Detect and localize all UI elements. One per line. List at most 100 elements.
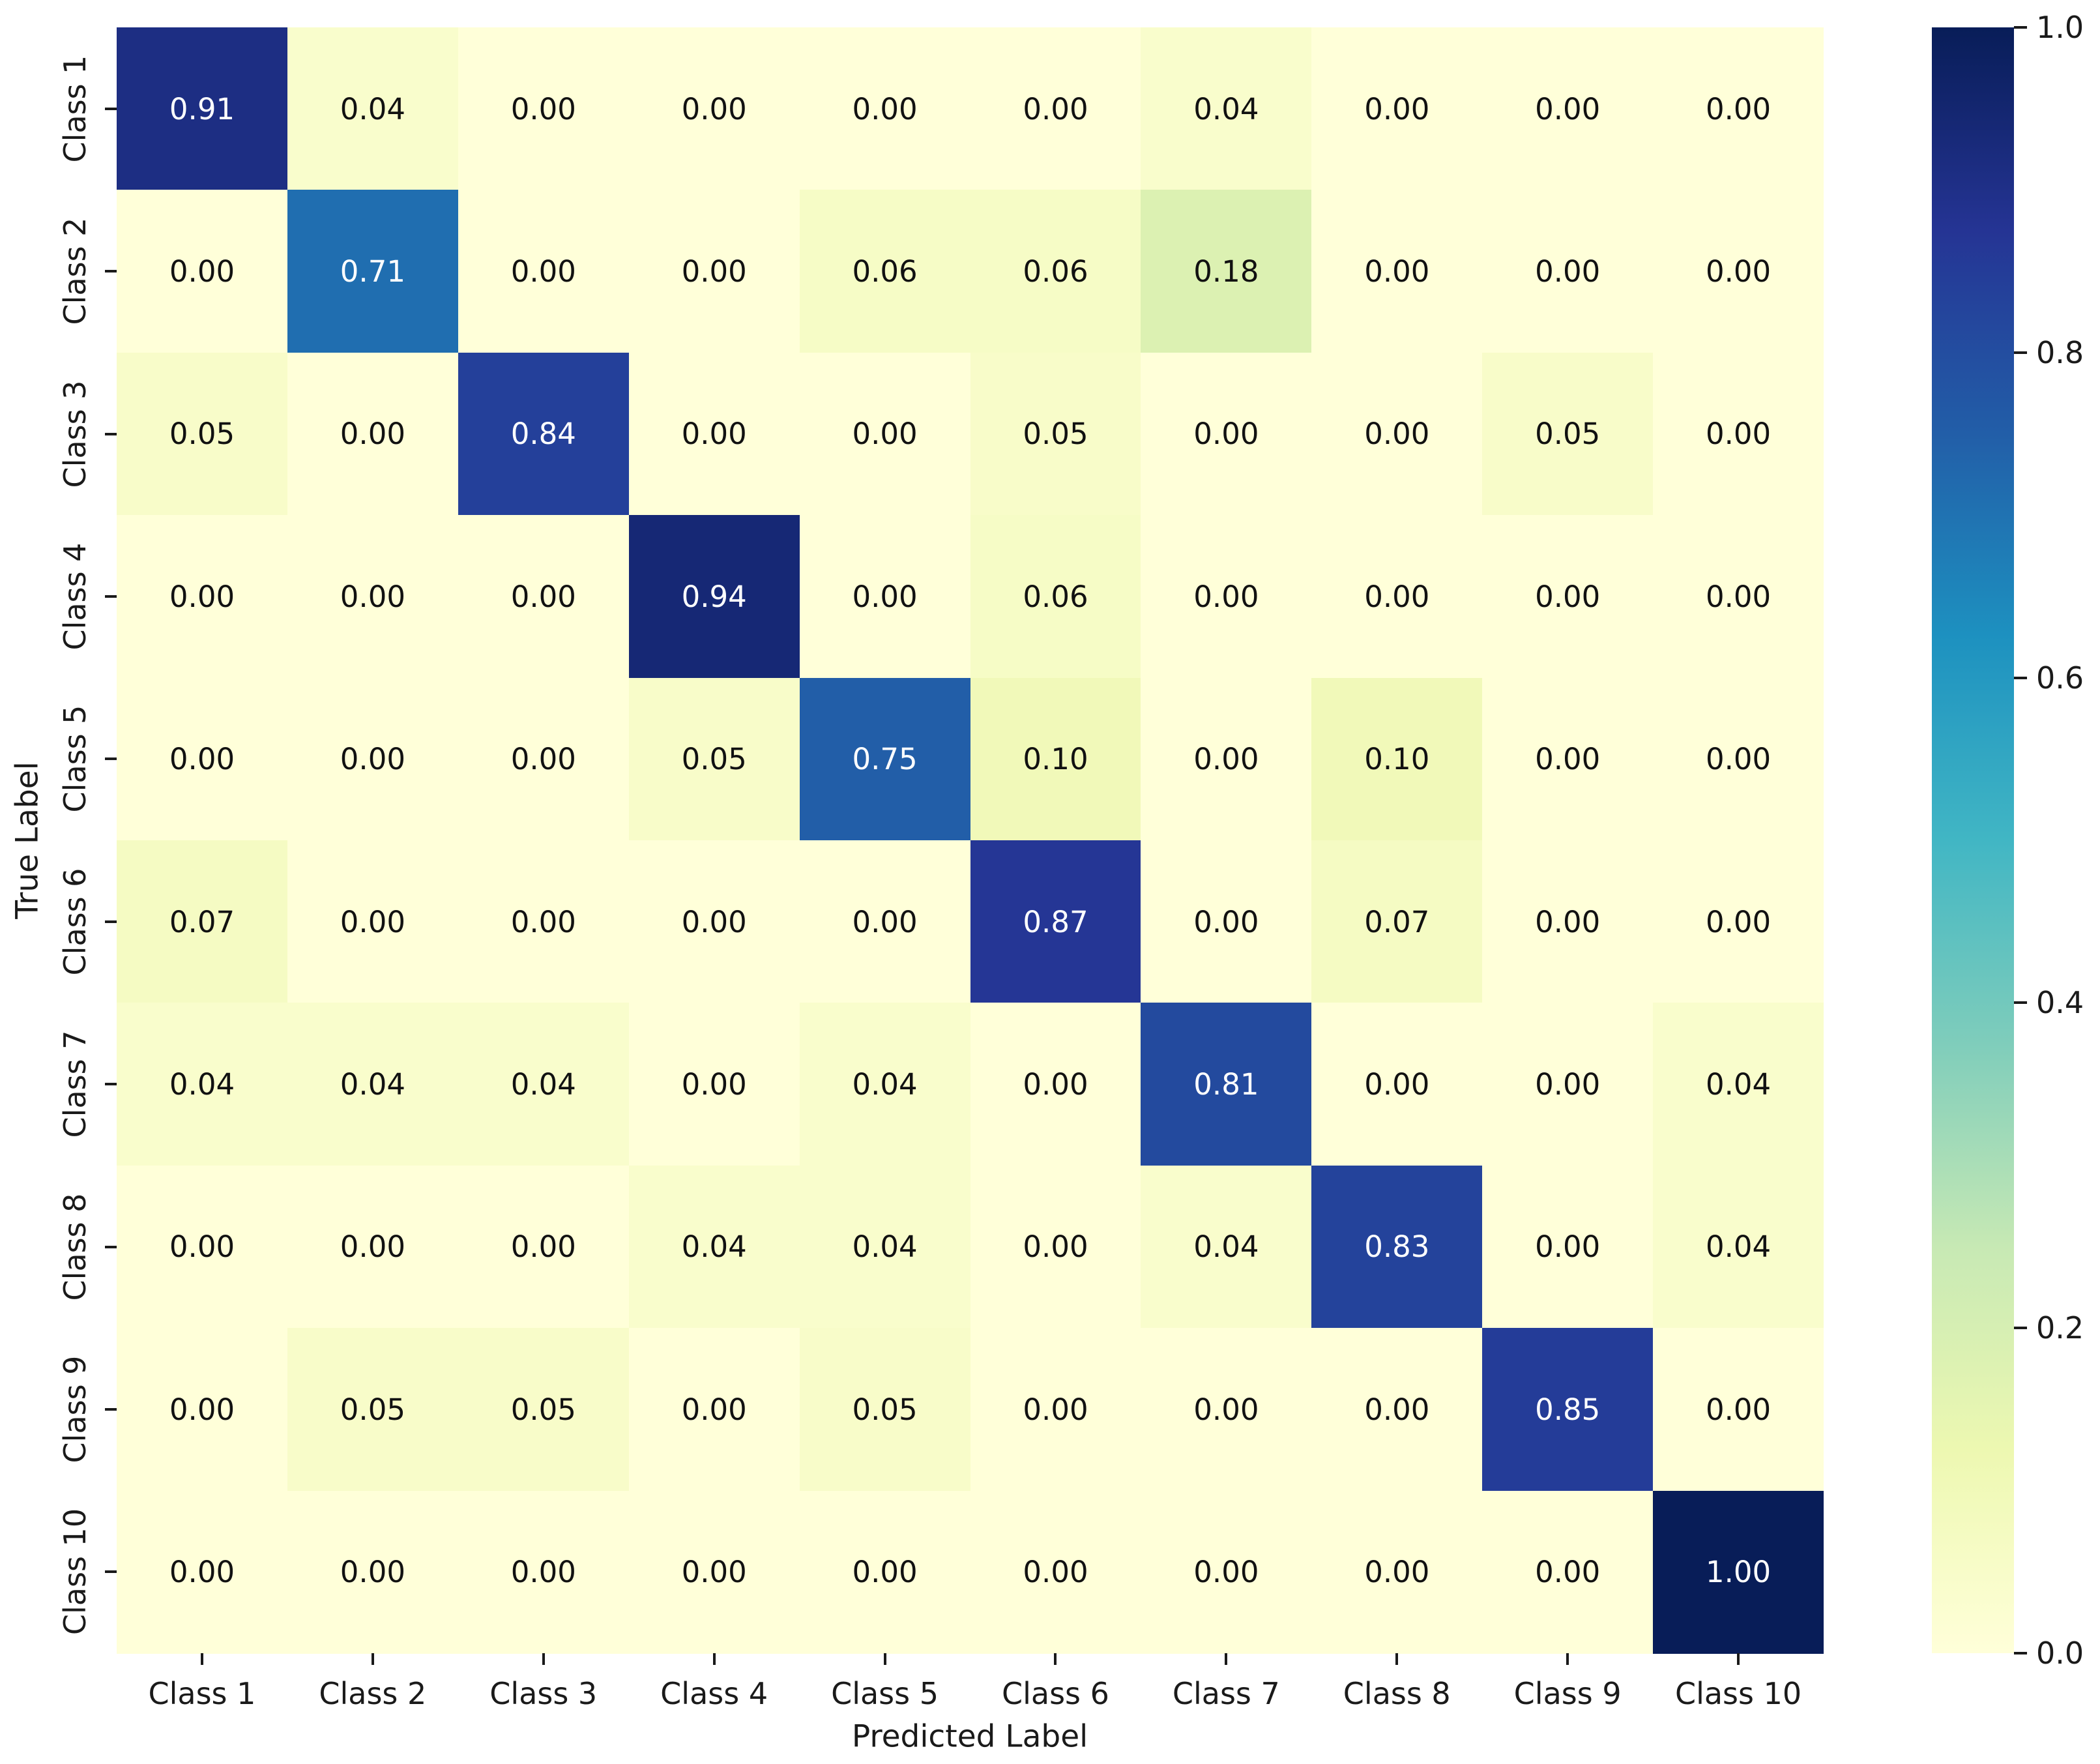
heatmap-cell: 0.04 [1141,27,1312,190]
x-tick-mark [542,1653,545,1665]
y-tick-mark [105,1407,117,1411]
cell-value: 0.00 [1193,579,1259,614]
heatmap-cell: 0.06 [970,515,1141,679]
cell-value: 0.00 [1023,1066,1088,1102]
heatmap-cell: 0.04 [1141,1165,1312,1329]
cell-value: 0.05 [340,1392,405,1427]
heatmap-cell: 0.00 [458,677,629,841]
cell-value: 0.04 [510,1066,576,1102]
cell-value: 0.04 [1705,1229,1772,1265]
heatmap-cell: 0.00 [287,840,458,1003]
colorbar-tick-mark [2014,351,2027,354]
cell-value: 0.00 [1364,417,1430,452]
cell-value: 0.71 [340,254,405,289]
colorbar-tick-label: 0.0 [2036,1636,2084,1671]
cell-value: 0.04 [1705,1066,1772,1102]
cell-value: 0.06 [852,254,918,289]
heatmap-cell: 0.00 [117,1490,287,1654]
heatmap-cell: 0.07 [1311,840,1483,1003]
heatmap-cell: 0.00 [287,1490,458,1654]
cell-value: 0.00 [340,1229,405,1265]
cell-value: 0.00 [1705,579,1772,614]
cell-value: 0.00 [1364,254,1430,289]
cell-value: 0.04 [1193,91,1259,126]
heatmap-cell: 0.06 [970,190,1141,353]
heatmap-cell: 0.00 [117,515,287,679]
cell-value: 0.00 [510,579,576,614]
heatmap-cell: 0.10 [970,677,1141,841]
heatmap-cell: 0.94 [628,515,800,679]
y-tick-mark [105,270,117,273]
cell-value: 0.00 [1535,91,1601,126]
colorbar-tick-label: 0.6 [2036,660,2084,696]
colorbar-tick-label: 1.0 [2036,10,2084,45]
heatmap-cell: 0.00 [1653,515,1824,679]
heatmap-cell: 0.05 [117,352,287,516]
cell-value: 0.07 [1364,904,1430,939]
heatmap-cell: 0.00 [458,190,629,353]
x-tick-mark [200,1653,203,1665]
cell-value: 0.00 [169,1229,235,1265]
cell-value: 0.83 [1364,1229,1430,1265]
heatmap-cell: 0.00 [799,352,970,516]
y-tick-mark [105,432,117,435]
heatmap-cell: 0.00 [117,677,287,841]
heatmap-cell: 0.84 [458,352,629,516]
y-tick-label: Class 4 [57,542,93,651]
cell-value: 0.07 [169,904,235,939]
heatmap-cell: 0.00 [287,1165,458,1329]
cell-value: 0.75 [852,742,918,777]
cell-value: 0.00 [1705,1392,1772,1427]
y-tick-label: Class 3 [57,380,93,488]
x-tick-label: Class 1 [148,1676,256,1711]
heatmap-cell: 0.00 [1482,840,1654,1003]
y-axis-title: True Label [9,761,46,919]
cell-value: 0.00 [852,91,918,126]
heatmap-cell: 0.00 [287,352,458,516]
cell-value: 0.00 [1364,579,1430,614]
heatmap-cell: 0.00 [287,677,458,841]
heatmap-cell: 0.00 [1482,190,1654,353]
cell-value: 0.04 [852,1066,918,1102]
heatmap-cell: 0.00 [1653,840,1824,1003]
cell-value: 0.00 [1193,1392,1259,1427]
cell-value: 0.00 [1023,1555,1088,1590]
heatmap-cell: 0.00 [1653,677,1824,841]
heatmap-cell: 0.00 [1141,352,1312,516]
heatmap-cell: 0.00 [1653,1328,1824,1492]
y-tick-label: Class 5 [57,705,93,813]
heatmap-cell: 0.00 [1482,1003,1654,1166]
heatmap-cell: 0.04 [287,1003,458,1166]
heatmap-cell: 0.18 [1141,190,1312,353]
cell-value: 0.04 [340,91,405,126]
heatmap-cell: 0.00 [1482,27,1654,190]
cell-value: 0.04 [340,1066,405,1102]
cell-value: 0.00 [340,579,405,614]
cell-value: 0.85 [1535,1392,1601,1427]
heatmap-cell: 0.00 [117,1328,287,1492]
cell-value: 0.00 [1705,904,1772,939]
x-tick-label: Class 4 [660,1676,768,1711]
cell-value: 0.00 [681,904,747,939]
heatmap-cell: 0.00 [628,1490,800,1654]
cell-value: 0.00 [681,417,747,452]
x-tick-mark [712,1653,716,1665]
heatmap-cell: 0.00 [970,1490,1141,1654]
heatmap-cell: 0.83 [1311,1165,1483,1329]
cell-value: 0.00 [169,1392,235,1427]
y-tick-mark [105,595,117,598]
heatmap-cell: 0.00 [970,1003,1141,1166]
cell-value: 0.00 [340,1555,405,1590]
heatmap-cell: 0.00 [1482,677,1654,841]
heatmap-cell: 0.00 [970,1328,1141,1492]
cell-value: 0.00 [681,1392,747,1427]
cell-value: 0.05 [681,742,747,777]
cell-value: 0.04 [169,1066,235,1102]
cell-value: 0.10 [1364,742,1430,777]
cell-value: 0.00 [340,742,405,777]
x-tick-mark [883,1653,886,1665]
cell-value: 0.00 [1193,742,1259,777]
heatmap-cell: 0.00 [1311,190,1483,353]
cell-value: 0.00 [510,904,576,939]
